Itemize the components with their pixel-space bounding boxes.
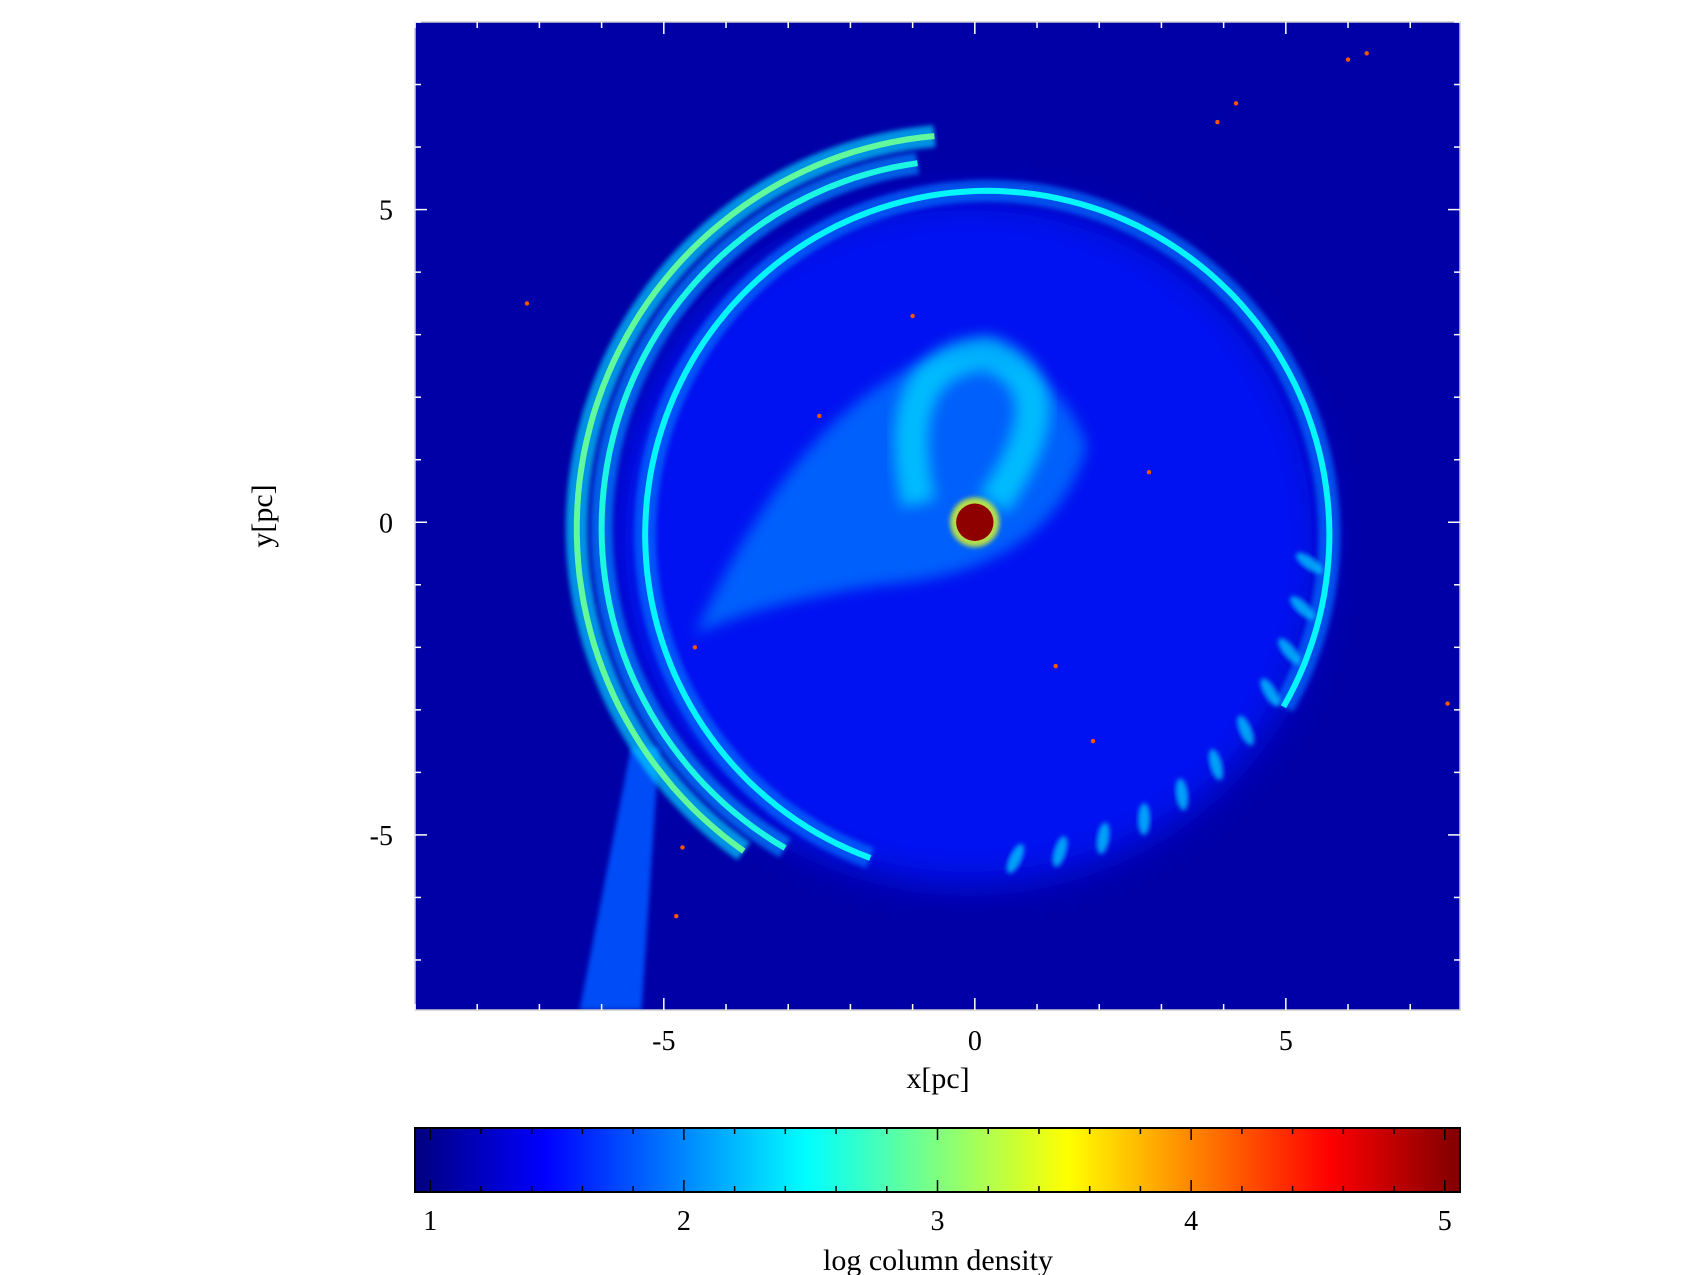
hot-speck: [1445, 701, 1450, 706]
spiral-arm: [894, 336, 1050, 514]
shell-finger: [1175, 778, 1189, 811]
hot-speck: [1053, 663, 1058, 669]
hot-speck: [910, 313, 915, 319]
shell-finger: [1096, 822, 1110, 855]
y-tick-label: 5: [379, 196, 393, 227]
swirl-lobe: [694, 359, 1087, 635]
plot-tick-marks: [414, 21, 1460, 1010]
hot-speck: [1233, 101, 1239, 106]
x-tick-label: -5: [652, 1026, 675, 1057]
shell-finger: [1052, 836, 1068, 867]
plot-area: [414, 21, 1461, 1011]
colorbar: 1 2 3 4 5 log column density: [414, 1127, 1461, 1275]
x-axis: -5 0 5 x[pc]: [652, 1026, 1293, 1095]
ring-middle: [598, 160, 918, 851]
hot-speck: [1364, 51, 1369, 56]
shell-finger: [1260, 678, 1280, 707]
shell-finger: [1006, 843, 1025, 874]
shell-finger: [1138, 803, 1151, 836]
x-tick-label: 5: [1279, 1026, 1293, 1057]
y-tick-label: 0: [379, 508, 393, 539]
density-field: [524, 51, 1450, 1010]
y-tick-label: -5: [370, 821, 393, 852]
tail-filament: [579, 747, 660, 1010]
hot-speck: [524, 301, 530, 306]
hot-speck: [674, 914, 679, 919]
hot-speck: [1215, 119, 1220, 125]
colorbar-tick-label: 5: [1438, 1206, 1452, 1237]
colorbar-label: log column density: [823, 1244, 1053, 1275]
hot-speck: [680, 845, 685, 850]
shell-finger: [1237, 715, 1254, 746]
central-source: [956, 503, 994, 541]
hot-speck: [1345, 57, 1351, 62]
y-axis: -5 0 5 y[pc]: [246, 196, 393, 852]
x-tick-label: 0: [968, 1026, 982, 1057]
y-axis-label: y[pc]: [246, 484, 279, 547]
ring-inner: [642, 187, 1333, 861]
shell-finger: [1278, 638, 1301, 665]
shell-finger: [1208, 749, 1224, 781]
x-axis-label: x[pc]: [906, 1062, 969, 1095]
hot-speck: [817, 413, 822, 419]
hot-speck: [1146, 470, 1152, 475]
hot-speck: [1090, 738, 1096, 744]
plot-frame: [414, 21, 1461, 1011]
colorbar-tick-label: 3: [931, 1206, 945, 1237]
colorbar-tick-marks: [429, 1128, 1446, 1192]
hot-speck: [692, 645, 698, 650]
colorbar-tick-label: 4: [1184, 1206, 1198, 1237]
ring-outer: [573, 133, 935, 854]
colorbar-tick-label: 1: [423, 1206, 437, 1237]
shell-finger: [1290, 596, 1315, 620]
shell-finger: [1295, 552, 1324, 574]
colorbar-tick-label: 2: [677, 1206, 691, 1237]
